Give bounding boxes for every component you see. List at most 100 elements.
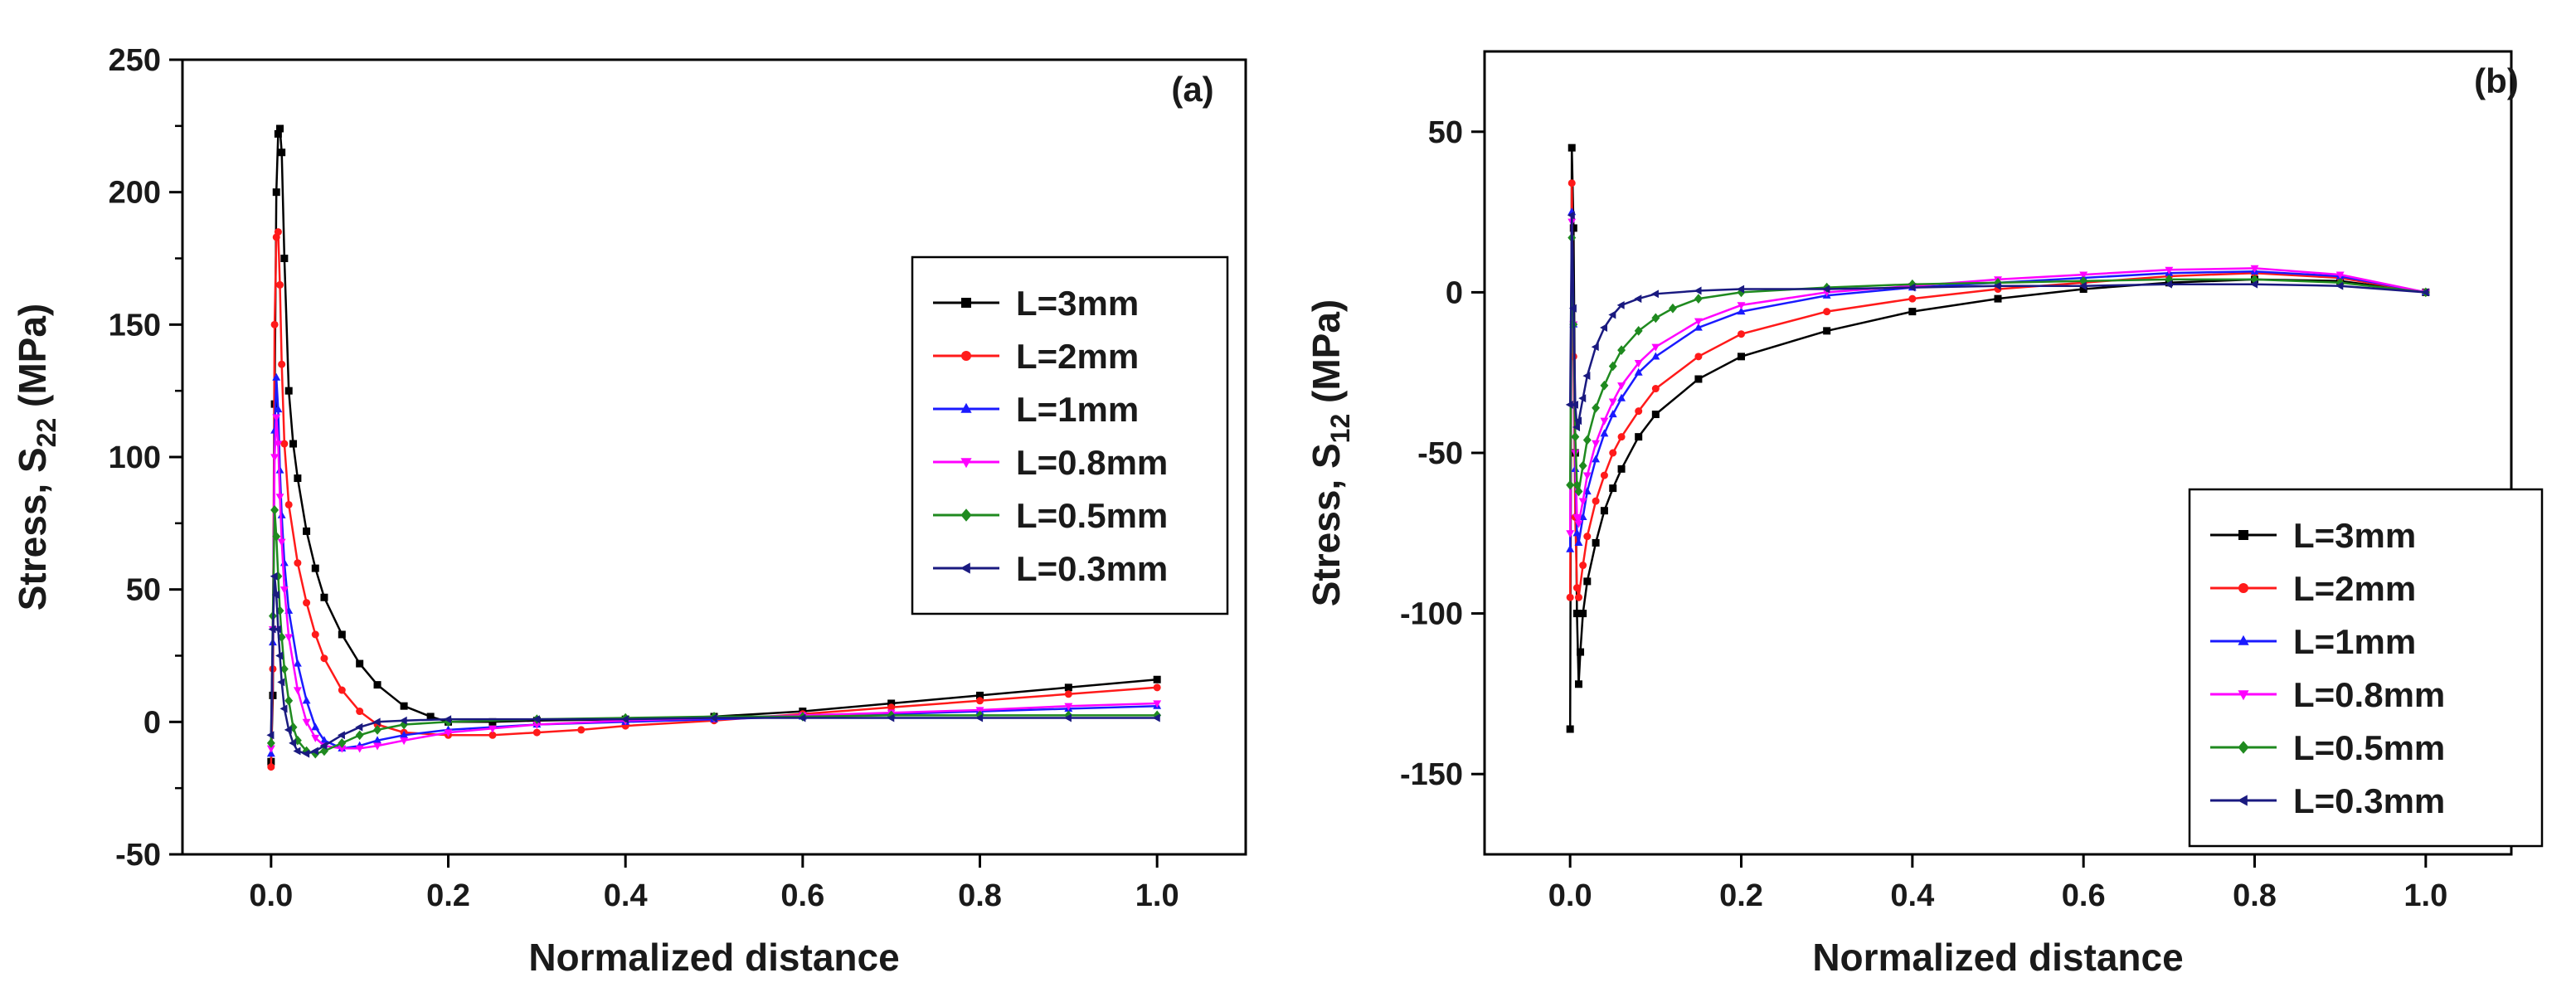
data-point <box>1823 308 1831 316</box>
legend-item: L=0.5mm <box>2210 728 2445 767</box>
data-point <box>1634 294 1642 304</box>
data-point <box>311 734 320 742</box>
data-point <box>444 729 453 737</box>
data-point <box>373 742 382 751</box>
legend-label: L=0.3mm <box>1016 549 1168 588</box>
data-point <box>272 414 281 422</box>
data-point <box>1651 313 1660 323</box>
data-point <box>1572 423 1581 431</box>
legend-marker <box>2238 635 2249 645</box>
legend-marker <box>961 298 971 308</box>
data-point <box>2250 265 2259 273</box>
data-point <box>1153 675 1161 683</box>
data-point <box>355 730 364 741</box>
data-point <box>620 715 629 724</box>
data-point <box>1608 310 1616 319</box>
legend-item: L=1mm <box>933 390 1139 429</box>
data-point <box>1634 359 1643 367</box>
legend-box <box>911 255 1229 615</box>
legend: L=3mm L=2mm L=1mm L=0.8mm L=0.5mm L=0.3mm <box>911 255 1229 615</box>
data-point <box>320 654 328 663</box>
data-point <box>887 710 896 721</box>
data-point <box>1600 417 1609 426</box>
data-point <box>1738 330 1745 338</box>
chart-panel-a: 0.0 0.2 0.4 0.6 0.8 1.0 -50 0 50 100 150 200 250 Norm… <box>11 43 1247 979</box>
y-tick-label: 100 <box>109 440 161 475</box>
y-tick-label: 150 <box>109 308 161 343</box>
y-tick-label: 0 <box>1446 275 1463 310</box>
data-point <box>2335 281 2344 290</box>
data-point <box>2164 280 2172 289</box>
data-point <box>1694 375 1703 383</box>
data-point <box>2421 288 2429 297</box>
data-point <box>319 746 328 756</box>
data-point <box>1583 577 1592 586</box>
data-point <box>1570 400 1578 409</box>
x-tick-label: 0.0 <box>1548 878 1592 913</box>
y-tick-label: -50 <box>115 838 161 873</box>
y-tick-label: 0 <box>143 705 161 740</box>
data-point <box>279 586 289 595</box>
data-point <box>279 558 289 567</box>
legend-item: L=0.3mm <box>2210 781 2445 820</box>
data-point <box>1591 343 1599 352</box>
data-point <box>1565 400 1573 409</box>
data-point <box>1737 287 1746 298</box>
data-point <box>1617 382 1626 391</box>
data-point <box>274 440 283 449</box>
data-point <box>303 527 311 535</box>
data-point <box>355 745 364 753</box>
data-point <box>1571 431 1580 442</box>
y-tick-label: 250 <box>109 43 161 78</box>
legend-marker <box>2238 530 2248 540</box>
data-point <box>2250 280 2258 289</box>
data-point <box>270 320 279 328</box>
data-point <box>1737 285 1745 294</box>
data-point <box>311 630 319 639</box>
data-point <box>302 718 311 727</box>
data-point <box>1578 498 1587 506</box>
panel-label: (a) <box>1171 70 1213 109</box>
data-point <box>887 713 895 722</box>
data-point <box>887 703 896 712</box>
data-point <box>293 735 302 746</box>
data-point <box>267 763 275 771</box>
data-point <box>1694 286 1702 295</box>
x-tick-label: 0.8 <box>2233 878 2277 913</box>
data-point <box>1574 520 1583 528</box>
data-point <box>1572 513 1582 522</box>
series-line <box>1568 221 2427 533</box>
x-tick-label: 0.4 <box>1890 878 1934 913</box>
chart-panel-b: 0.0 0.2 0.4 0.6 0.8 1.0 -150 -100 -50 0 50 Normaliz… <box>1305 50 2544 979</box>
x-tick-label: 1.0 <box>1135 878 1179 913</box>
data-point <box>1994 294 2002 303</box>
x-tick-label: 0.6 <box>2062 878 2106 913</box>
x-tick-label: 0.2 <box>1719 878 1763 913</box>
legend-item: L=0.3mm <box>933 549 1168 588</box>
legend-item: L=0.8mm <box>2210 675 2445 714</box>
legend-item: L=2mm <box>2210 569 2416 608</box>
legend-marker <box>2238 583 2248 593</box>
y-tick-label: -150 <box>1400 757 1463 792</box>
data-point <box>2079 271 2088 280</box>
data-point <box>293 747 301 756</box>
data-point <box>274 228 282 236</box>
legend: L=3mm L=2mm L=1mm L=0.8mm L=0.5mm L=0.3mm <box>2188 488 2544 848</box>
data-point <box>1669 303 1677 314</box>
data-point <box>1694 294 1703 304</box>
data-point <box>1650 289 1659 299</box>
data-point <box>1578 394 1587 403</box>
data-point <box>1600 507 1608 515</box>
legend-item: L=1mm <box>2210 622 2416 661</box>
data-point <box>1651 411 1660 419</box>
data-point <box>1582 472 1592 480</box>
data-point <box>270 454 279 462</box>
data-point <box>1579 562 1587 570</box>
legend-box <box>2188 488 2544 848</box>
data-point <box>400 737 409 746</box>
legend-label: L=1mm <box>1016 390 1139 429</box>
legend-marker <box>961 351 971 361</box>
data-point <box>1823 327 1831 335</box>
data-point <box>975 713 984 722</box>
